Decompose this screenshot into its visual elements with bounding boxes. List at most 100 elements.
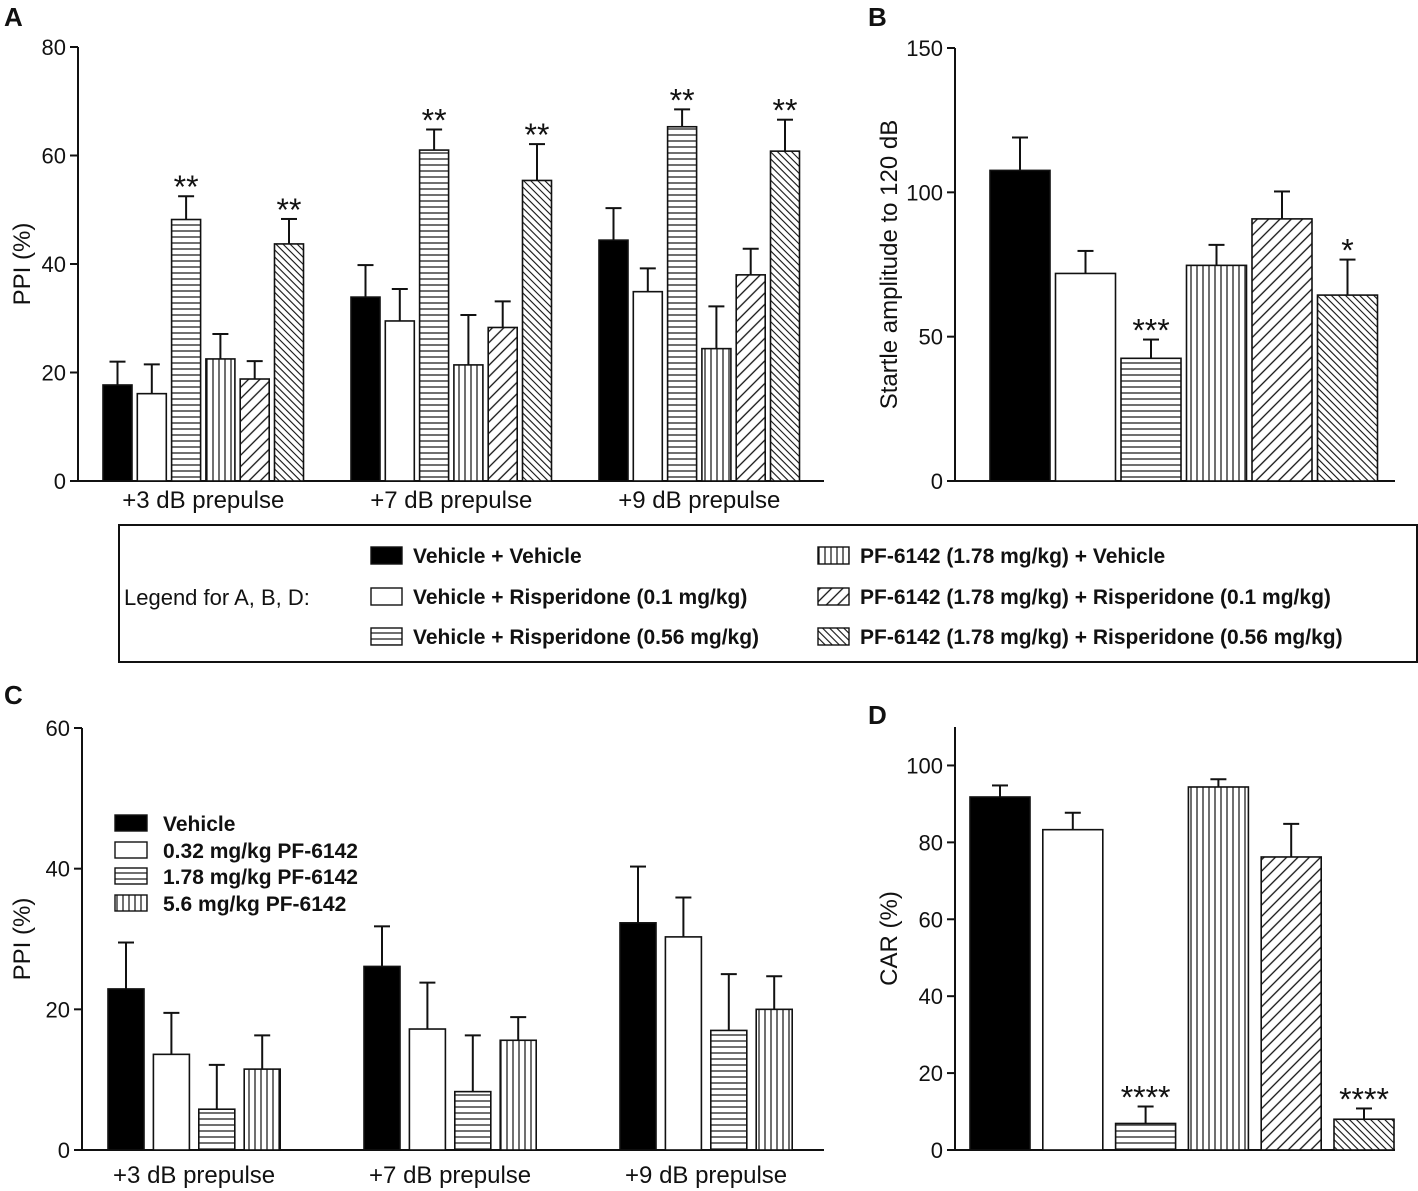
panel-label-d: D: [868, 700, 887, 730]
bar: [384, 320, 416, 482]
bar: [170, 218, 202, 482]
y-axis-label: PPI (%): [9, 223, 36, 306]
panel-d-chart: 0 20 40 60 80 100 CAR (%) **** ****: [876, 727, 1395, 1163]
legend-label: Vehicle + Risperidone (0.1 mg/kg): [413, 586, 747, 609]
bar: [664, 936, 703, 1151]
category-label: +3 dB prepulse: [113, 1162, 275, 1189]
bar: [1042, 828, 1104, 1151]
category-label: +9 dB prepulse: [618, 487, 780, 514]
legend-main-title: Legend for A, B, D:: [124, 585, 310, 610]
legend-swatch: [370, 627, 403, 646]
legend-c-label: Vehicle: [163, 813, 235, 836]
bar: [969, 796, 1031, 1151]
legend-label: PF-6142 (1.78 mg/kg) + Risperidone (0.56…: [860, 626, 1343, 649]
significance-marker: **: [174, 169, 199, 205]
bar: [1187, 786, 1250, 1151]
y-tick-label: 0: [931, 469, 943, 494]
bar: [755, 1008, 794, 1151]
significance-marker: ****: [1121, 1080, 1171, 1116]
y-tick-label: 60: [919, 907, 943, 932]
bar: [102, 384, 133, 482]
bar: [408, 1028, 447, 1151]
significance-marker: ****: [1339, 1081, 1389, 1117]
bar: [769, 150, 801, 482]
y-tick-label: 150: [906, 36, 943, 61]
legend-c-swatch: [114, 841, 148, 859]
y-tick-label: 60: [46, 716, 70, 741]
panel-label-a: A: [4, 2, 23, 32]
bar: [239, 378, 270, 482]
bar: [1114, 1122, 1177, 1151]
y-tick-label: 40: [919, 984, 943, 1009]
y-tick-label: 40: [42, 252, 66, 277]
significance-marker: ***: [1132, 313, 1169, 349]
y-tick-label: 100: [906, 753, 943, 778]
y-tick-label: 20: [42, 361, 66, 386]
bar: [632, 290, 664, 482]
panel-a-chart: 0 20 40 60 80 PPI (%) ** ** +3 dB prepulse ** ** +7…: [9, 35, 824, 514]
bar: [499, 1039, 538, 1151]
bar: [1316, 294, 1379, 482]
bar: [273, 243, 305, 482]
significance-marker: *: [1341, 233, 1353, 269]
y-axis-label: CAR (%): [876, 891, 903, 986]
y-axis-label: Startle amplitude to 120 dB: [876, 120, 903, 410]
panel-label-b: B: [868, 2, 887, 32]
legend-swatch: [370, 546, 403, 565]
significance-marker: **: [277, 192, 302, 228]
bar: [152, 1053, 191, 1151]
bar: [205, 358, 236, 482]
legend-c-label: 5.6 mg/kg PF-6142: [163, 893, 346, 916]
bar: [1260, 856, 1322, 1151]
panel-label-c: C: [4, 680, 23, 710]
y-tick-label: 40: [46, 857, 70, 882]
y-tick-label: 0: [931, 1138, 943, 1163]
y-tick-label: 60: [42, 144, 66, 169]
y-tick-label: 100: [906, 180, 943, 205]
bar: [1120, 357, 1182, 482]
y-tick-label: 50: [919, 325, 943, 350]
bar: [1333, 1118, 1395, 1151]
bar: [598, 239, 629, 482]
bar: [1054, 272, 1117, 482]
y-tick-label: 80: [919, 830, 943, 855]
legend-main: Legend for A, B, D: Vehicle + Vehicle Veh…: [118, 524, 1418, 663]
y-tick-label: 20: [46, 997, 70, 1022]
significance-marker: **: [773, 93, 798, 129]
legend-c-label: 1.78 mg/kg PF-6142: [163, 866, 358, 889]
legend-swatch: [817, 587, 850, 606]
category-label: +3 dB prepulse: [122, 487, 284, 514]
bar: [136, 392, 168, 482]
legend-c-swatch: [114, 867, 148, 885]
y-tick-label: 0: [54, 469, 66, 494]
bar: [1251, 218, 1313, 482]
bar: [418, 149, 450, 482]
bar: [198, 1108, 236, 1151]
legend-label: PF-6142 (1.78 mg/kg) + Risperidone (0.1 …: [860, 586, 1331, 609]
category-label: +7 dB prepulse: [370, 487, 532, 514]
significance-marker: **: [670, 82, 695, 118]
bar: [989, 169, 1051, 482]
legend-swatch: [817, 546, 850, 565]
bar: [701, 347, 732, 482]
legend-label: Vehicle + Risperidone (0.56 mg/kg): [413, 626, 759, 649]
legend-c-swatch: [114, 814, 148, 832]
bar: [350, 296, 381, 482]
y-axis-label: PPI (%): [9, 898, 36, 981]
bar: [666, 125, 698, 482]
bar: [619, 922, 657, 1151]
significance-marker: **: [422, 102, 447, 138]
legend-label: Vehicle + Vehicle: [413, 545, 582, 568]
legend-c-label: 0.32 mg/kg PF-6142: [163, 840, 358, 863]
legend-main-frame: [118, 524, 1418, 663]
bar: [487, 326, 519, 482]
y-tick-label: 80: [42, 35, 66, 60]
legend-c-swatch: [114, 894, 148, 912]
category-label: +7 dB prepulse: [369, 1162, 531, 1189]
bar: [521, 179, 553, 482]
bar: [453, 1090, 492, 1151]
y-tick-label: 20: [919, 1061, 943, 1086]
legend-swatch: [817, 627, 850, 646]
